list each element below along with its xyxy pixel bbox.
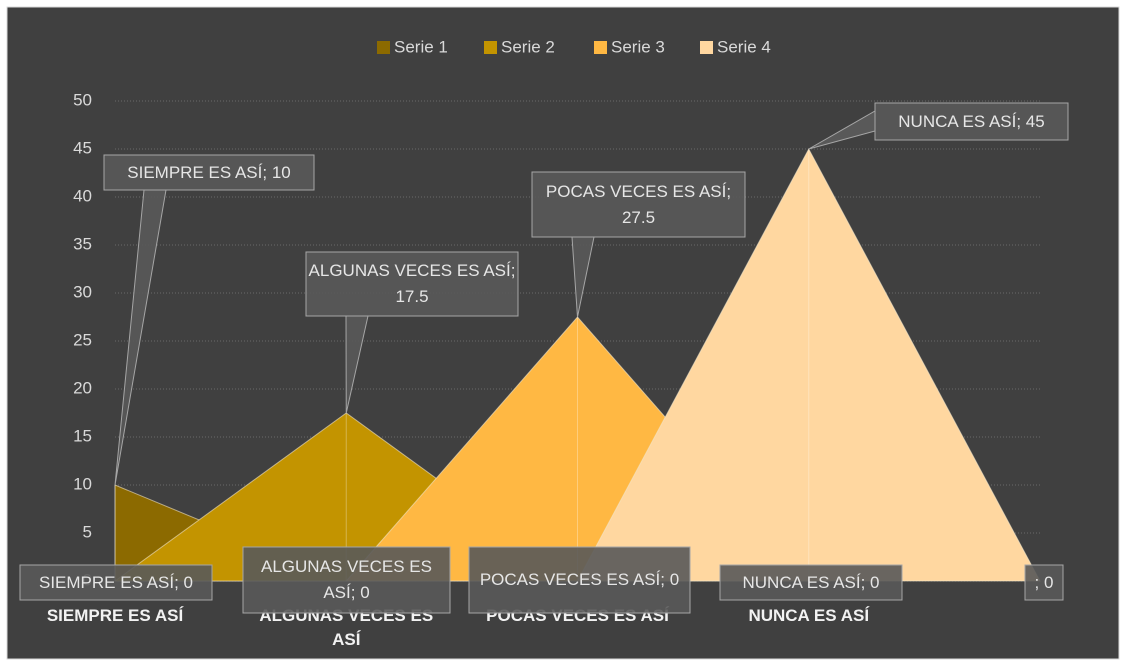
y-tick-label: 25 [73,330,92,349]
x-tick-label: NUNCA ES ASÍ [748,606,870,625]
data-label-box: NUNCA ES ASÍ; 0 [742,572,880,592]
data-label: NUNCA ES ASÍ; 0 [742,572,880,592]
data-label: POCAS VECES ES ASÍ; 0 [479,570,680,589]
legend-swatch [484,41,497,54]
data-label-box: ALGUNAS VECES ES ASÍ; 0 [260,557,432,602]
data-label: ; 0 [1034,572,1054,592]
x-tick-label-box: NUNCA ES ASÍ [748,606,870,625]
y-tick-label: 40 [73,186,92,205]
y-tick-label: 10 [73,474,92,493]
callout-box [1024,564,1064,601]
callout-box [103,154,315,191]
callout-box [719,564,903,601]
callout-box [468,546,691,614]
y-tick-label: 5 [83,522,92,541]
legend-swatch [594,41,607,54]
data-label: SIEMPRE ES ASÍ; 10 [127,162,291,182]
data-label: NUNCA ES ASÍ; 45 [898,111,1045,131]
data-label-box: ; 0 [1034,572,1054,592]
y-tick-label: 20 [73,378,92,397]
data-label: SIEMPRE ES ASÍ; 0 [38,572,193,592]
data-label-box: ALGUNAS VECES ES ASÍ; 17.5 [308,261,516,306]
y-tick-label: 30 [73,282,92,301]
y-tick-label: 15 [73,426,92,445]
data-label-box: SIEMPRE ES ASÍ; 0 [38,572,193,592]
y-tick-label: 50 [73,90,92,109]
callout-box [242,546,451,614]
legend-label: Serie 3 [611,37,665,56]
data-label-box: POCAS VECES ES ASÍ; 0 [479,570,680,589]
callout-box [305,251,519,317]
x-tick-label-box: SIEMPRE ES ASÍ [46,606,184,625]
data-label-box: SIEMPRE ES ASÍ; 10 [127,162,291,182]
data-label: ALGUNAS VECES ES ASÍ; 0 [260,557,432,602]
data-label-box: POCAS VECES ES ASÍ; 27.5 [545,181,732,227]
data-label: ALGUNAS VECES ES ASÍ; 17.5 [308,261,516,306]
legend-label: Serie 4 [717,37,771,56]
callout-box [874,102,1069,141]
y-tick-label: 45 [73,138,92,157]
legend-label: Serie 2 [501,37,555,56]
data-label-box: NUNCA ES ASÍ; 45 [898,111,1045,131]
data-label: POCAS VECES ES ASÍ; 27.5 [545,181,732,227]
callout-box [19,564,213,601]
callout-box [531,171,746,238]
legend-label: Serie 1 [394,37,448,56]
x-tick-label: SIEMPRE ES ASÍ [46,606,184,625]
y-tick-label: 35 [73,234,92,253]
legend-swatch [377,41,390,54]
legend-swatch [700,41,713,54]
